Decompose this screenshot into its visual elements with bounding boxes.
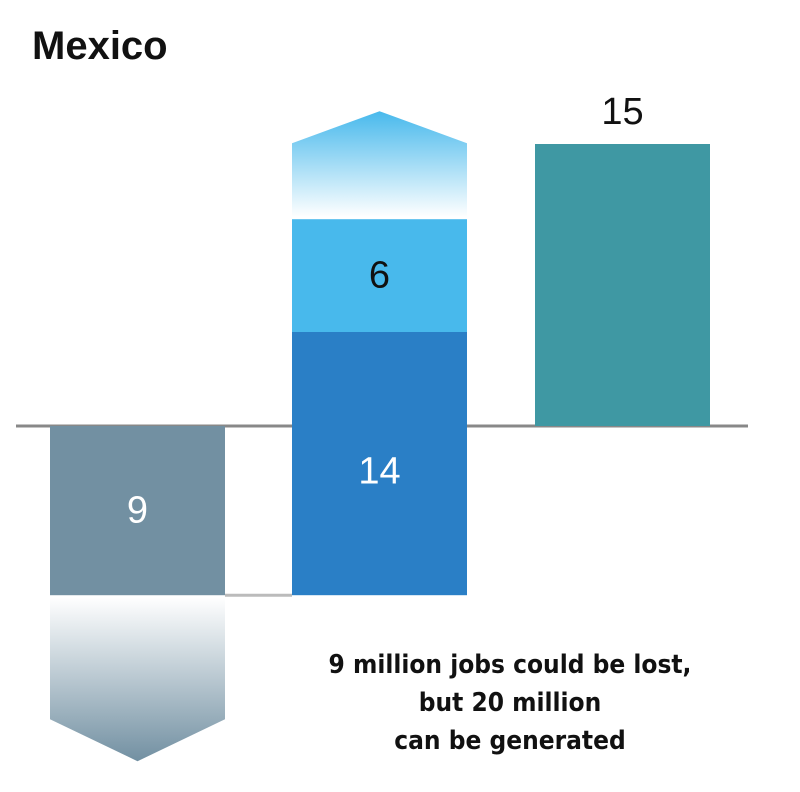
annotation: 9 million jobs could be lost, but 20 mil…: [300, 646, 720, 760]
data-label-net: 15: [601, 91, 643, 133]
bar-net: [535, 144, 710, 426]
data-label-jobs-lost: 9: [127, 490, 148, 532]
up-arrow-icon: [292, 111, 467, 218]
bar-jobs-lost: [50, 426, 225, 596]
chart-title: Mexico: [32, 24, 168, 68]
data-label-jobs-gained-potential: 6: [369, 255, 390, 297]
data-label-jobs-gained-base: 14: [358, 451, 400, 493]
bar-jobs-gained-potential: [292, 219, 467, 332]
annotation-line-1: 9 million jobs could be lost,: [328, 650, 692, 680]
annotation-line-3: can be generated: [394, 726, 626, 756]
annotation-line-2: but 20 million: [418, 688, 602, 718]
bar-jobs-gained-base: [292, 332, 467, 596]
down-arrow-icon: [50, 597, 225, 762]
